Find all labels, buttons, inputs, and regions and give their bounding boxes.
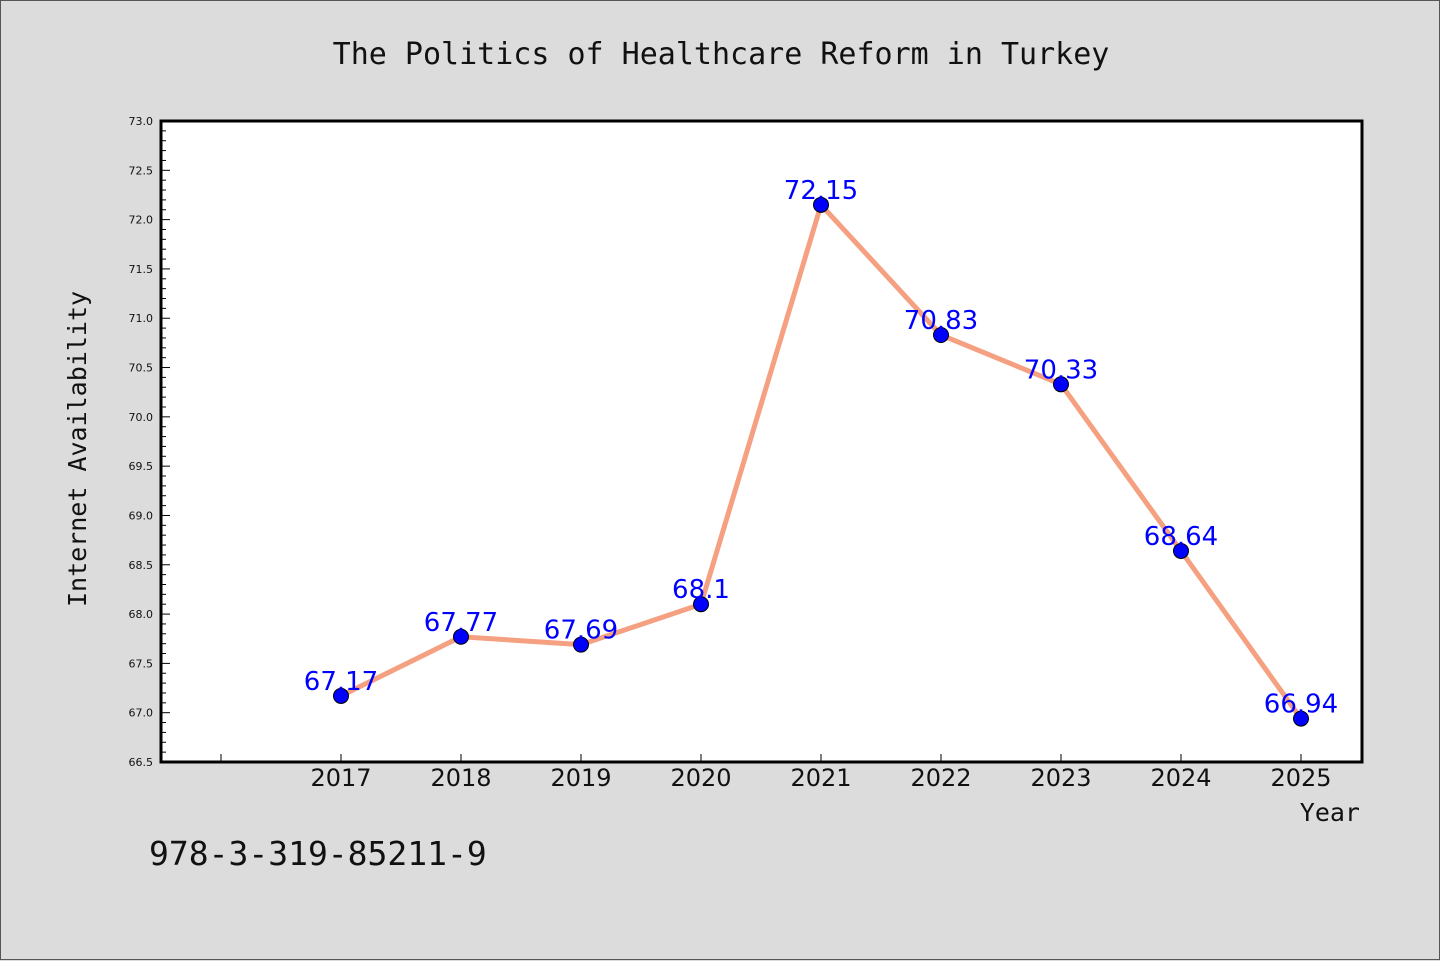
data-label: 67.69 <box>544 616 618 646</box>
data-point <box>1173 542 1189 559</box>
y-tick-label: 69.5 <box>129 460 154 473</box>
y-tick-label: 68.5 <box>129 559 154 572</box>
y-axis: 66.5 67.0 67.5 68.0 68.5 69.0 69.5 70.0 70.5 71.0… <box>129 115 170 769</box>
x-tick-label: 2025 <box>1270 764 1331 792</box>
y-axis-label: Internet Availability <box>63 291 92 607</box>
y-tick-label: 68.0 <box>129 608 154 621</box>
data-point <box>693 596 709 613</box>
x-tick-label: 2018 <box>430 764 491 792</box>
y-tick-label: 72.5 <box>129 164 154 177</box>
plot-area <box>159 119 1364 764</box>
data-label-group: 67.17 67.77 67.69 68.1 72.15 70.83 70.33 68.64 6… <box>304 176 1338 720</box>
y-tick-label: 71.0 <box>129 312 154 325</box>
y-tick-label: 70.5 <box>129 362 154 375</box>
data-point <box>933 326 949 343</box>
data-point <box>333 687 349 704</box>
x-tick-label: 2023 <box>1030 764 1091 792</box>
data-point <box>453 628 469 645</box>
data-label: 70.83 <box>904 306 978 336</box>
x-tick-label: 2022 <box>910 764 971 792</box>
data-label: 67.17 <box>304 667 378 697</box>
chart-title: The Politics of Healthcare Reform in Tur… <box>333 37 1110 72</box>
x-tick-label: 2024 <box>1150 764 1211 792</box>
y-tick-label: 69.0 <box>129 509 154 522</box>
y-tick-label: 67.0 <box>129 707 154 720</box>
y-tick-label: 73.0 <box>129 115 154 128</box>
data-label: 67.77 <box>424 608 498 638</box>
y-tick-label: 72.0 <box>129 214 154 227</box>
y-tick-label: 70.0 <box>129 411 154 424</box>
y-tick-label: 71.5 <box>129 263 154 276</box>
data-label: 66.94 <box>1264 690 1338 720</box>
data-label: 68.64 <box>1144 522 1218 552</box>
x-tick-label: 2019 <box>550 764 611 792</box>
data-point <box>813 196 829 213</box>
data-label: 70.33 <box>1024 355 1098 385</box>
x-tick-label: 2020 <box>670 764 731 792</box>
series-group <box>333 196 1309 727</box>
data-label: 72.15 <box>784 176 858 206</box>
y-tick-label: 66.5 <box>129 756 154 769</box>
y-tick-label: 67.5 <box>129 657 154 670</box>
data-point <box>573 636 589 653</box>
data-label: 68.1 <box>672 575 730 605</box>
x-tick-label: 2021 <box>790 764 851 792</box>
data-point <box>1293 710 1309 727</box>
x-axis-label: Year <box>1300 798 1360 827</box>
x-axis: 2017 2018 2019 2020 2021 2022 2023 2024 2025 <box>220 754 1332 792</box>
x-tick-label: 2017 <box>310 764 371 792</box>
isbn-text: 978-3-319-85211-9 <box>149 834 487 873</box>
data-point <box>1053 376 1069 393</box>
